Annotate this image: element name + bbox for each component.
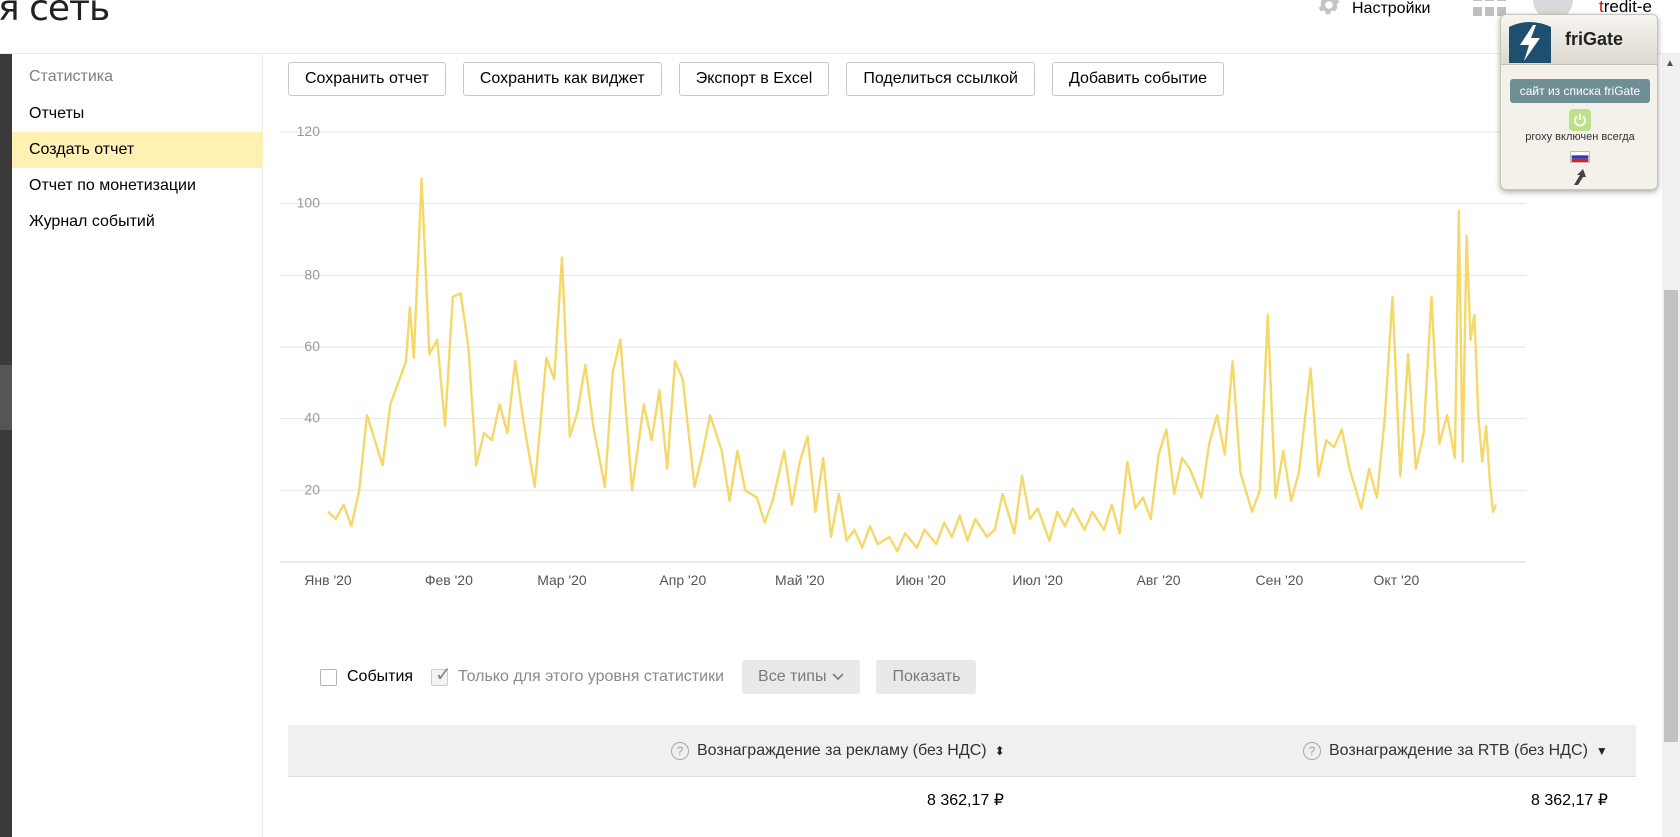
y-tick-label: 80 — [304, 266, 320, 282]
sort-desc-icon: ▼ — [1595, 744, 1608, 758]
sidebar-item-event-log[interactable]: Журнал событий — [29, 213, 155, 230]
frigate-extension-popup: friGate сайт из списка friGate proxy вкл… — [1500, 14, 1658, 190]
help-icon[interactable]: ? — [671, 742, 689, 760]
events-checkbox[interactable] — [320, 668, 337, 686]
x-tick-label: Янв '20 — [304, 572, 352, 588]
left-nav-strip — [0, 54, 12, 837]
russia-flag-icon[interactable] — [1570, 151, 1590, 163]
brand-logo-text[interactable]: я сеть — [0, 0, 110, 29]
settings-link[interactable]: Настройки — [1316, 0, 1430, 18]
checkmark-icon: ✓ — [435, 661, 452, 686]
x-tick-label: Май '20 — [775, 572, 825, 588]
x-tick-label: Июл '20 — [1012, 572, 1063, 588]
column-header-ad-reward[interactable]: ? Вознаграждение за рекламу (без НДС) ⬍ — [671, 725, 1005, 777]
x-tick-label: Фев '20 — [425, 572, 473, 588]
x-tick-label: Сен '20 — [1256, 572, 1304, 588]
rtb-reward-total: 8 362,17 ₽ — [1531, 792, 1608, 809]
settings-label: Настройки — [1352, 0, 1431, 17]
help-icon[interactable]: ? — [1303, 742, 1321, 760]
scrollbar-thumb[interactable] — [1664, 290, 1678, 742]
report-toolbar: Сохранить отчет Сохранить как виджет Экс… — [288, 62, 1225, 96]
events-checkbox-label[interactable]: События — [347, 668, 414, 685]
show-events-button[interactable]: Показать — [876, 660, 977, 694]
sort-both-icon: ⬍ — [994, 744, 1005, 758]
chevron-down-icon — [832, 673, 845, 681]
sidebar: Статистика Отчеты Создать отчет Отчет по… — [12, 54, 263, 837]
frigate-header: friGate — [1501, 15, 1657, 65]
y-tick-label: 40 — [304, 410, 320, 426]
share-link-button[interactable]: Поделиться ссылкой — [846, 62, 1035, 96]
arrow-up-icon[interactable] — [1570, 167, 1590, 187]
frigate-proxy-status: proxy включен всегда — [1525, 131, 1635, 143]
level-only-checkbox[interactable]: ✓ — [431, 662, 452, 686]
x-tick-label: Окт '20 — [1374, 572, 1420, 588]
frigate-title: friGate — [1565, 29, 1624, 49]
column-header-rtb-reward[interactable]: ? Вознаграждение за RTB (без НДС) ▼ — [1303, 725, 1608, 777]
sidebar-heading[interactable]: Статистика — [29, 68, 114, 85]
series-line — [327, 177, 1498, 553]
gear-icon — [1318, 0, 1340, 15]
frigate-logo-icon — [1509, 22, 1551, 63]
y-tick-label: 100 — [297, 195, 321, 211]
level-only-checkbox-label[interactable]: Только для этого уровня статистики — [458, 668, 725, 685]
save-as-widget-button[interactable]: Сохранить как виджет — [462, 62, 662, 96]
x-tick-label: Июн '20 — [895, 572, 946, 588]
left-nav-marker — [0, 365, 12, 430]
power-icon[interactable] — [1569, 109, 1591, 131]
sidebar-item-create-report[interactable]: Создать отчет — [12, 132, 263, 168]
event-types-dropdown[interactable]: Все типы — [742, 660, 861, 694]
stats-table-header: ? Вознаграждение за рекламу (без НДС) ⬍ … — [288, 725, 1636, 777]
x-tick-label: Мар '20 — [537, 572, 587, 588]
frigate-site-list-badge[interactable]: сайт из списка friGate — [1510, 79, 1650, 103]
export-excel-button[interactable]: Экспорт в Excel — [678, 62, 830, 96]
x-tick-label: Апр '20 — [659, 572, 706, 588]
ad-reward-total: 8 362,17 ₽ — [927, 792, 1004, 809]
y-tick-label: 20 — [304, 481, 320, 497]
sidebar-item-reports[interactable]: Отчеты — [29, 105, 85, 122]
revenue-line-chart: 20 40 60 80 100 120 Янв '20 Фев '20 Мар '20 Апр … — [280, 123, 1526, 588]
add-event-button[interactable]: Добавить событие — [1051, 62, 1225, 96]
scroll-up-icon[interactable]: ▲ — [1665, 58, 1675, 69]
events-filter-row: События ✓ Только для этого уровня статис… — [320, 660, 992, 694]
sidebar-item-monetization-report[interactable]: Отчет по монетизации — [29, 177, 196, 194]
top-header: я сеть Настройки tredit-e — [0, 0, 1680, 54]
y-tick-label: 60 — [304, 338, 320, 354]
apps-grid-icon[interactable] — [1473, 0, 1507, 18]
username[interactable]: tredit-e — [1599, 0, 1652, 16]
save-report-button[interactable]: Сохранить отчет — [288, 62, 446, 96]
y-tick-label: 120 — [297, 123, 321, 139]
x-tick-label: Авг '20 — [1137, 572, 1181, 588]
